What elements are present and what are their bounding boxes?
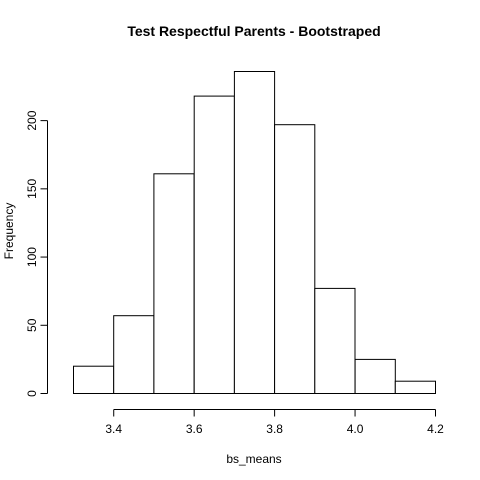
x-tick-label: 3.8 [266, 422, 283, 436]
y-tick-label: 0 [25, 390, 39, 397]
y-tick-label: 50 [25, 318, 39, 332]
x-tick-label: 3.6 [186, 422, 203, 436]
x-axis: 3.4 3.6 3.8 4.0 4.2 [105, 410, 444, 437]
histogram-bar-8 [355, 359, 395, 393]
chart-title: Test Respectful Parents - Bootstraped [127, 23, 380, 39]
x-tick-label: 4.0 [347, 422, 364, 436]
x-tick-label: 3.4 [105, 422, 122, 436]
x-tick-label: 4.2 [427, 422, 444, 436]
y-tick-label: 200 [25, 110, 39, 130]
y-axis: 0 50 100 150 200 [25, 110, 48, 397]
histogram-bar-7 [315, 288, 355, 393]
histogram-bar-6 [275, 125, 315, 394]
histogram-bar-3 [154, 174, 194, 394]
histogram-bars [74, 72, 436, 394]
y-tick-label: 150 [25, 179, 39, 199]
y-tick-label: 100 [25, 247, 39, 267]
histogram-bar-5 [234, 72, 274, 394]
histogram-bar-9 [395, 381, 435, 393]
histogram-bar-4 [194, 96, 234, 393]
histogram-bar-1 [74, 366, 114, 393]
histogram-bar-2 [114, 316, 154, 394]
y-axis-label: Frequency [2, 203, 16, 260]
x-axis-label: bs_means [226, 452, 281, 466]
